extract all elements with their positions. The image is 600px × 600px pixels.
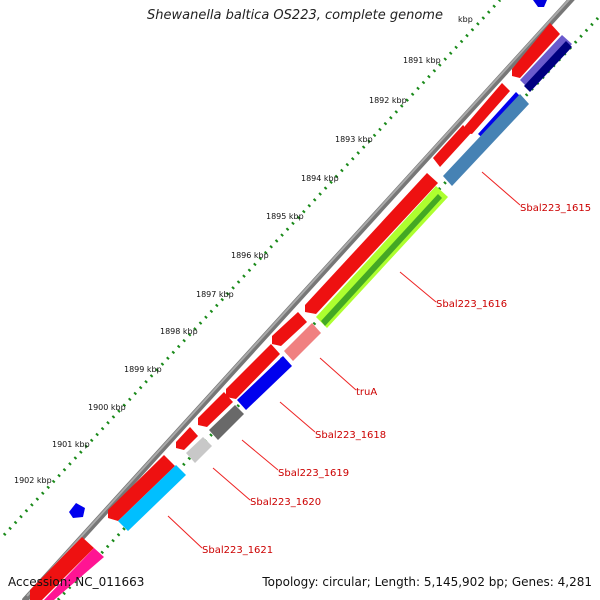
gene-arrow-deepskyblue[interactable] xyxy=(118,465,186,531)
gene-arrow-salmon[interactable] xyxy=(284,323,321,361)
gene-arrow-red[interactable] xyxy=(176,427,198,450)
leader-line xyxy=(481,171,521,206)
leader-line xyxy=(167,515,203,549)
outer-scale-dots xyxy=(2,0,502,537)
gene-arrow-red[interactable] xyxy=(512,23,560,78)
tick-label: 1894 kbp xyxy=(301,174,339,183)
gene-arrow-red[interactable] xyxy=(305,173,438,314)
gene-arrow-deeppink[interactable] xyxy=(44,548,104,600)
tick-labels: kbp 1891 kbp 1892 kbp 1893 kbp 1894 kbp … xyxy=(14,15,473,485)
gene-arrow-green[interactable] xyxy=(321,194,442,326)
gene-label[interactable]: Sbal223_1616 xyxy=(436,299,507,310)
gene-label[interactable]: Sbal223_1619 xyxy=(278,468,349,479)
genome-backbone-highlight xyxy=(26,0,571,597)
gene-arrow-navy[interactable] xyxy=(524,41,572,92)
tick-label: 1895 kbp xyxy=(266,212,304,221)
gene-arrow-red[interactable] xyxy=(108,455,175,521)
gene-arrow-red[interactable] xyxy=(30,537,94,600)
gene-arrow-red[interactable] xyxy=(433,125,471,167)
gene-label[interactable]: Sbal223_1620 xyxy=(250,497,321,508)
gene-arrow-red[interactable] xyxy=(272,312,307,346)
gene-arrow-blue[interactable] xyxy=(237,356,292,410)
gene-arrow-red[interactable] xyxy=(226,344,280,399)
gene-arrow-red[interactable] xyxy=(198,392,233,427)
tick-label: 1891 kbp xyxy=(403,56,441,65)
reverse-strand-genes xyxy=(44,35,572,600)
gene-arrow-blue-top[interactable] xyxy=(533,0,547,7)
accession-text: Accession: NC_011663 xyxy=(8,575,145,589)
gene-arrow-dimgray[interactable] xyxy=(209,405,244,440)
genome-title: Shewanella baltica OS223, complete genom… xyxy=(147,8,443,23)
gene-label[interactable]: Sbal223_1618 xyxy=(315,430,386,441)
gene-arrow-lightgray[interactable] xyxy=(186,437,212,463)
tick-label: 1902 kbp xyxy=(14,476,52,485)
tick-label: kbp xyxy=(458,15,473,24)
leader-line xyxy=(241,439,279,471)
tick-label: 1892 kbp xyxy=(369,96,407,105)
tick-label: 1900 kbp xyxy=(88,403,126,412)
gene-arrow-blue[interactable] xyxy=(69,503,85,518)
tick-label: 1893 kbp xyxy=(335,135,373,144)
gene-arrow-red[interactable] xyxy=(465,83,510,134)
gene-arrow-steelblue[interactable] xyxy=(443,94,529,186)
tick-label: 1901 kbp xyxy=(52,440,90,449)
tick-label: 1899 kbp xyxy=(124,365,162,374)
tick-label: 1898 kbp xyxy=(160,327,198,336)
gene-label[interactable]: Sbal223_1615 xyxy=(520,203,591,214)
tick-label: 1897 kbp xyxy=(196,290,234,299)
leader-line xyxy=(212,467,251,501)
tick-label: 1896 kbp xyxy=(231,251,269,260)
gene-label[interactable]: Sbal223_1621 xyxy=(202,545,273,556)
leader-line xyxy=(399,271,437,303)
gene-label[interactable]: truA xyxy=(356,387,377,398)
leader-line xyxy=(319,357,357,391)
leader-line xyxy=(279,401,316,433)
forward-strand-genes xyxy=(30,23,560,600)
gene-labels: Sbal223_1615 Sbal223_1616 truA Sbal223_1… xyxy=(202,203,591,556)
label-leader-lines xyxy=(167,171,521,549)
genome-summary-text: Topology: circular; Length: 5,145,902 bp… xyxy=(262,575,592,589)
genome-backbone xyxy=(22,0,575,600)
